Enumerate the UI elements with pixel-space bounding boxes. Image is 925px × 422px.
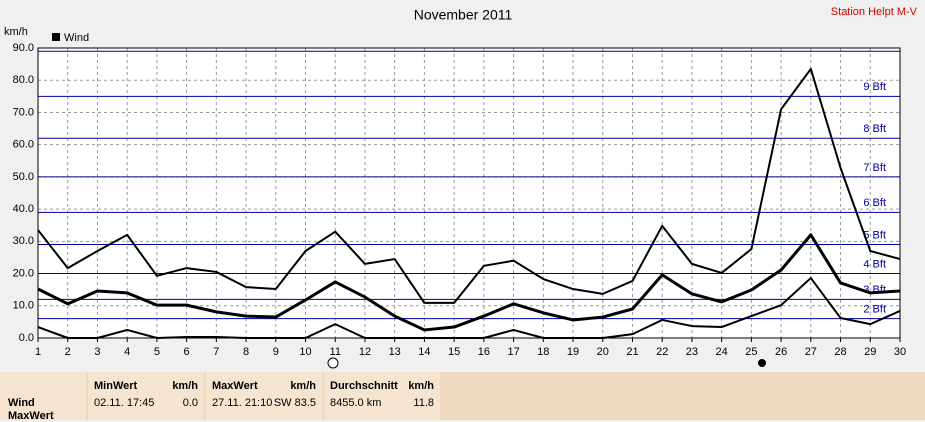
beaufort-label: 6 Bft bbox=[863, 197, 886, 209]
row-label: Wind bbox=[8, 397, 35, 409]
x-tick-label: 22 bbox=[656, 346, 668, 358]
x-tick-label: 4 bbox=[124, 346, 130, 358]
x-tick-label: 21 bbox=[626, 346, 638, 358]
x-tick-label: 12 bbox=[359, 346, 371, 358]
x-tick-label: 30 bbox=[894, 346, 906, 358]
x-tick-label: 19 bbox=[567, 346, 579, 358]
beaufort-label: 8 Bft bbox=[863, 123, 886, 135]
chart-title: November 2011 bbox=[414, 7, 513, 23]
x-tick-label: 18 bbox=[537, 346, 549, 358]
legend-label: Wind bbox=[64, 32, 89, 44]
y-tick-label: 20.0 bbox=[13, 267, 34, 279]
column-value: SW 83.5 bbox=[273, 397, 316, 409]
x-tick-label: 29 bbox=[864, 346, 876, 358]
column-header: Durchschnitt bbox=[330, 380, 398, 392]
y-tick-label: 60.0 bbox=[13, 139, 34, 151]
x-tick-label: 20 bbox=[597, 346, 609, 358]
x-tick-label: 10 bbox=[299, 346, 311, 358]
x-tick-label: 1 bbox=[35, 346, 41, 358]
x-tick-label: 24 bbox=[716, 346, 728, 358]
marker-open bbox=[327, 357, 339, 369]
x-tick-label: 2 bbox=[65, 346, 71, 358]
y-tick-label: 0.0 bbox=[19, 332, 34, 344]
x-tick-label: 23 bbox=[686, 346, 698, 358]
x-tick-label: 9 bbox=[273, 346, 279, 358]
y-tick-label: 70.0 bbox=[13, 106, 34, 118]
column-date: 27.11. 21:10 bbox=[212, 397, 273, 409]
y-tick-label: 50.0 bbox=[13, 171, 34, 183]
column-header: MaxWert bbox=[212, 380, 258, 392]
column-header: MinWert bbox=[94, 380, 138, 392]
column-unit: km/h bbox=[408, 380, 434, 392]
x-tick-label: 26 bbox=[775, 346, 787, 358]
x-tick-label: 14 bbox=[418, 346, 430, 358]
column-date: 8455.0 km bbox=[330, 397, 382, 409]
x-tick-label: 3 bbox=[94, 346, 100, 358]
x-tick-label: 13 bbox=[389, 346, 401, 358]
panel-cell bbox=[88, 372, 204, 420]
x-tick-label: 5 bbox=[154, 346, 160, 358]
x-tick-label: 6 bbox=[184, 346, 190, 358]
x-tick-label: 8 bbox=[243, 346, 249, 358]
x-tick-label: 25 bbox=[745, 346, 757, 358]
y-tick-label: 10.0 bbox=[13, 300, 34, 312]
beaufort-label: 9 Bft bbox=[863, 81, 886, 93]
y-tick-label: 80.0 bbox=[13, 74, 34, 86]
series-line bbox=[37, 67, 901, 304]
panel-cell bbox=[206, 372, 322, 420]
x-tick-label: 17 bbox=[507, 346, 519, 358]
column-unit: km/h bbox=[290, 380, 316, 392]
column-date: 02.11. 17:45 bbox=[94, 397, 155, 409]
station-label: Station Helpt M-V bbox=[831, 6, 918, 18]
beaufort-label: 7 Bft bbox=[863, 162, 886, 174]
marker-filled bbox=[758, 359, 766, 367]
y-tick-label: 90.0 bbox=[13, 42, 34, 54]
plot-area bbox=[38, 48, 900, 338]
column-value: 0.0 bbox=[182, 397, 198, 409]
x-tick-label: 15 bbox=[448, 346, 460, 358]
legend-swatch bbox=[52, 33, 60, 41]
panel-cell bbox=[324, 372, 440, 420]
row-label: MaxWert bbox=[8, 410, 54, 422]
column-value: 11.8 bbox=[413, 397, 434, 409]
x-tick-label: 27 bbox=[805, 346, 817, 358]
x-tick-label: 7 bbox=[213, 346, 219, 358]
y-tick-label: 30.0 bbox=[13, 235, 34, 247]
y-tick-label: 40.0 bbox=[13, 203, 34, 215]
x-tick-label: 16 bbox=[478, 346, 490, 358]
stats-panel: Wind MaxWert MinWert km/h 02.11. 17:45 0.0 M… bbox=[0, 372, 925, 422]
x-tick-label: 28 bbox=[834, 346, 846, 358]
column-unit: km/h bbox=[172, 380, 198, 392]
y-unit: km/h bbox=[4, 26, 28, 38]
series-line bbox=[37, 277, 901, 339]
chart: November 2011 Station Helpt M-V km/h Win… bbox=[4, 6, 918, 369]
series-line bbox=[37, 233, 901, 332]
beaufort-label: 5 Bft bbox=[863, 229, 886, 241]
beaufort-label: 2 Bft bbox=[863, 304, 886, 316]
beaufort-label: 4 Bft bbox=[863, 258, 886, 270]
x-tick-label: 11 bbox=[330, 346, 341, 358]
